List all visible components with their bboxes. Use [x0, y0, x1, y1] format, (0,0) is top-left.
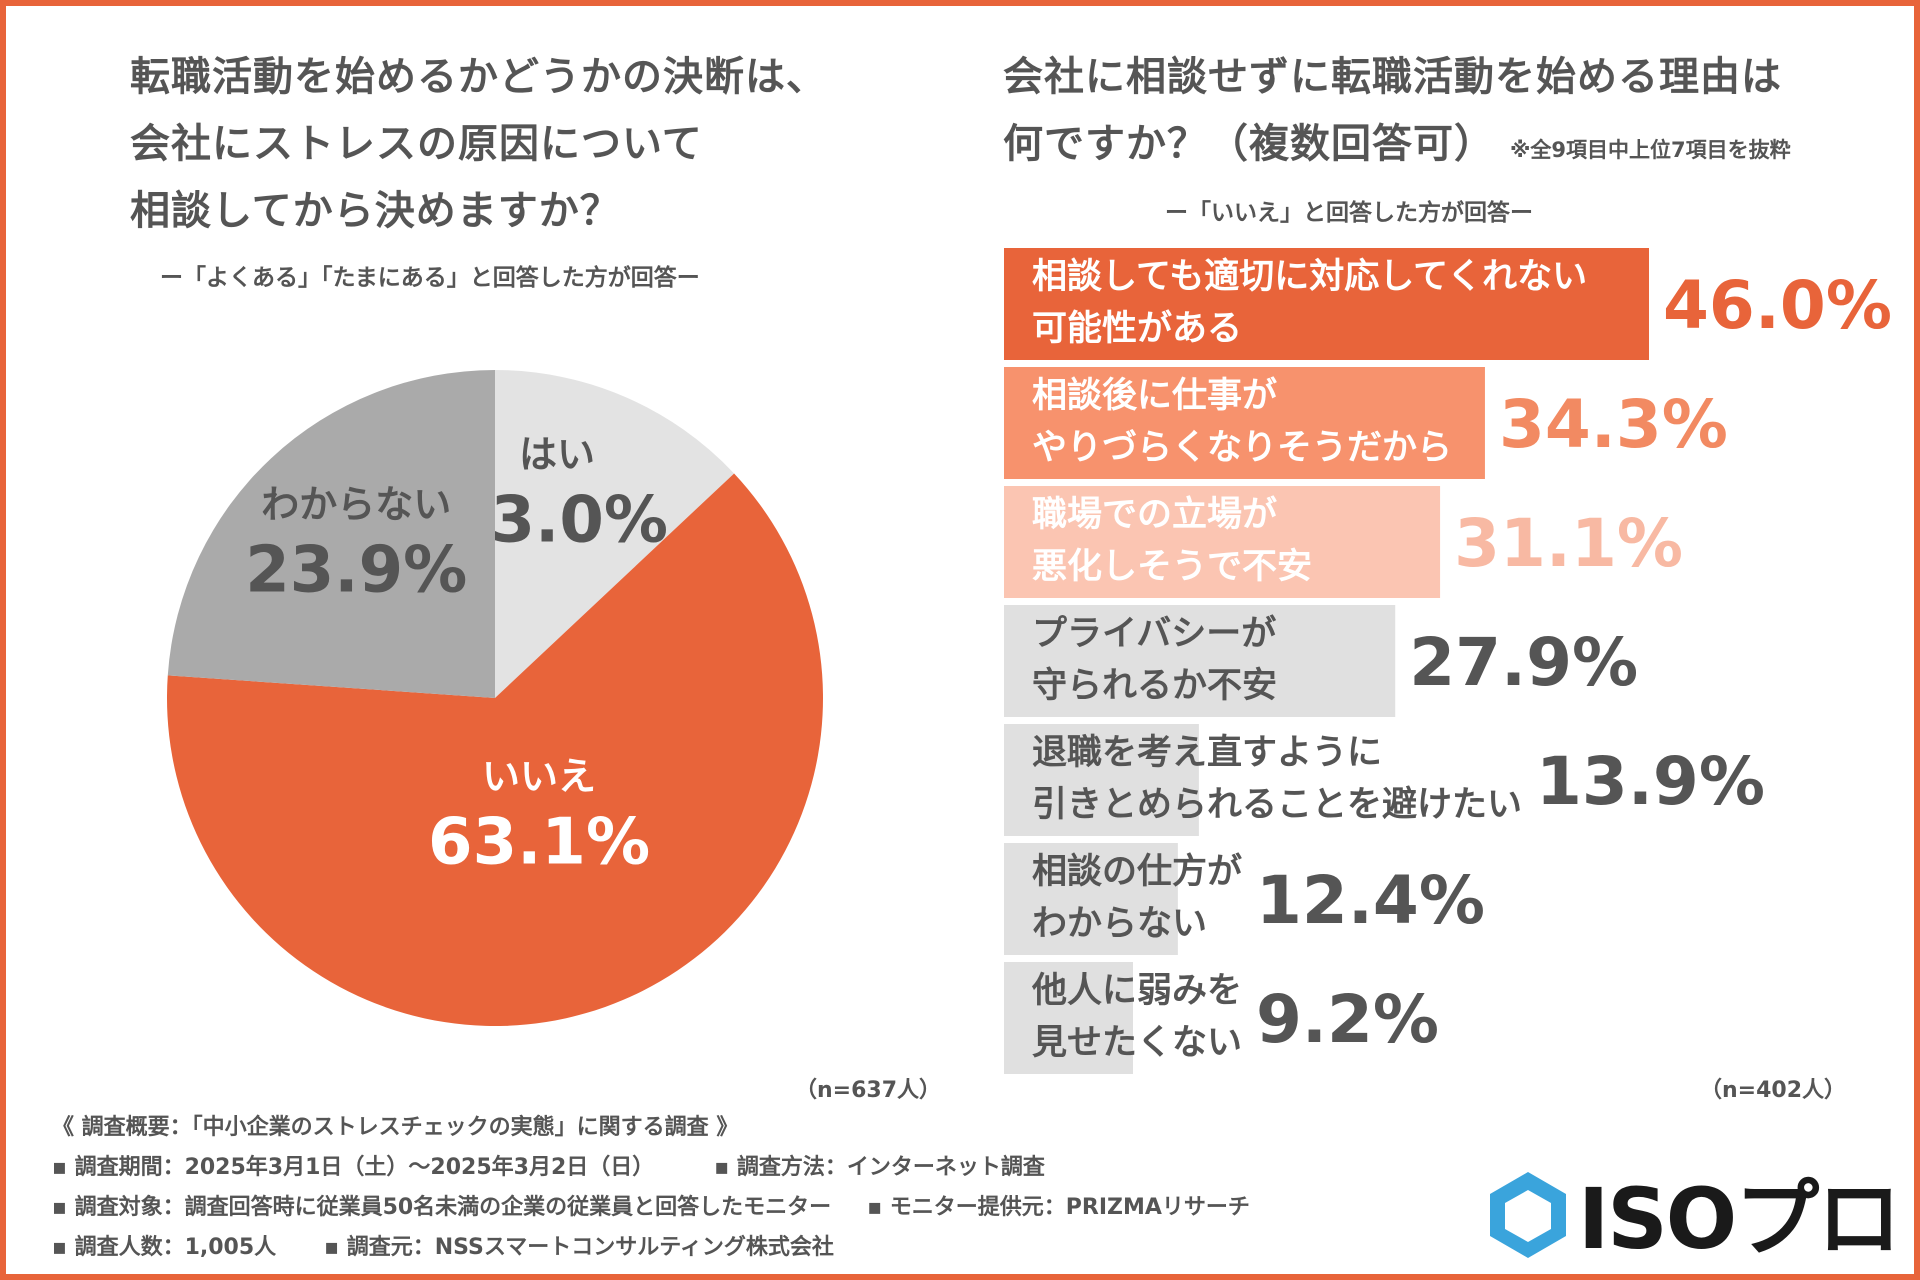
bar-6-label-line-1: 相談の仕方が: [1032, 852, 1242, 892]
bar-5: [1004, 724, 1199, 836]
bar-1: [1004, 248, 1649, 360]
left-title-line-1: 転職活動を始めるかどうかの決断は、: [130, 54, 827, 100]
bar-7-label-line-1: 他人に弱みを: [1031, 971, 1242, 1011]
bar-2-value: 34.3%: [1499, 386, 1728, 463]
bar-7-label-line-2: 見せたくない: [1032, 1023, 1242, 1063]
survey-method: ▪ 調査方法：インターネット調査: [714, 1155, 1045, 1180]
bar-1-label-line-1: 相談しても適切に対応してくれない: [1032, 257, 1587, 297]
bar-3-label-line-1: 職場での立場が: [1032, 495, 1277, 535]
pie-slice-2-value: 63.1%: [428, 806, 650, 880]
left-n-label: （n=637人）: [795, 1078, 942, 1103]
bar-2: [1004, 367, 1485, 479]
bar-4-label-line-2: 守られるか不安: [1032, 666, 1277, 706]
survey-period: ▪ 調査期間：2025年3月1日（土）～2025年3月2日（日）: [52, 1155, 655, 1180]
bar-7: [1004, 962, 1133, 1074]
survey-provider: ▪ モニター提供元：PRIZMAリサーチ: [867, 1195, 1250, 1220]
bar-5-label-line-2: 引きとめられることを避けたい: [1032, 785, 1522, 825]
survey-row-2: ▪ 調査対象：調査回答時に従業員50名未満の企業の従業員と回答したモニター ▪ モ…: [52, 1188, 1250, 1228]
bar-6-value: 12.4%: [1256, 862, 1485, 939]
bar-2-label-line-1: 相談後に仕事が: [1032, 376, 1277, 416]
bar-2-label-line-2: やりづらくなりそうだから: [1032, 428, 1452, 468]
right-n-label: （n=402人）: [1700, 1078, 1847, 1103]
bar-7-value: 9.2%: [1256, 981, 1439, 1058]
bar-3: [1004, 486, 1441, 598]
right-title-note: ※全9項目中上位7項目を抜粋: [1509, 138, 1791, 162]
left-subnote: ー「よくある」「たまにある」と回答した方が回答ー: [160, 265, 700, 291]
right-title-line-2-text: 何ですか？（複数回答可）: [1003, 121, 1495, 167]
pie-slice-3: [167, 370, 496, 698]
bar-1-label-line-2: 可能性がある: [1032, 309, 1242, 349]
bar-4-label-line-1: プライバシーが: [1032, 614, 1276, 654]
hexagon-icon: [1490, 1172, 1566, 1258]
survey-source: ▪ 調査元：NSSスマートコンサルティング株式会社: [324, 1235, 834, 1260]
bar-3-label-line-2: 悪化しそうで不安: [1032, 547, 1312, 587]
right-title-line-2: 何ですか？（複数回答可） ※全9項目中上位7項目を抜粋: [1003, 111, 1791, 184]
pie-slice-2: [166, 473, 823, 1026]
survey-target: ▪ 調査対象：調査回答時に従業員50名未満の企業の従業員と回答したモニター: [52, 1195, 832, 1220]
bar-4: [1004, 605, 1396, 717]
pie-slice-3-label: わからない: [261, 482, 451, 526]
bar-6: [1004, 843, 1178, 955]
right-title-line-1: 会社に相談せずに転職活動を始める理由は: [1003, 54, 1782, 100]
pie-slice-2-label: いいえ: [482, 755, 596, 799]
bar-3-value: 31.1%: [1454, 505, 1683, 582]
bar-5-value: 13.9%: [1536, 743, 1765, 820]
left-question-title: 転職活動を始めるかどうかの決断は、 会社にストレスの原因について 相談してから決…: [130, 44, 827, 245]
bar-6-label-line-2: わからない: [1032, 904, 1207, 944]
survey-row-1: ▪ 調査期間：2025年3月1日（土）～2025年3月2日（日） ▪ 調査方法：イ…: [52, 1148, 1250, 1188]
survey-overview: 《 調査概要：「中小企業のストレスチェックの実態」に関する調査 》 ▪ 調査期間…: [52, 1108, 1250, 1268]
bar-5-label-line-1: 退職を考え直すように: [1032, 733, 1382, 773]
right-question-title: 会社に相談せずに転職活動を始める理由は 何ですか？（複数回答可） ※全9項目中上…: [1003, 44, 1791, 184]
pie-slice-1: [495, 370, 735, 698]
survey-heading: 《 調査概要：「中小企業のストレスチェックの実態」に関する調査 》: [52, 1115, 739, 1140]
pie-slice-1-label: はい: [519, 432, 595, 476]
pie-slice-3-value: 23.9%: [245, 533, 467, 607]
survey-count: ▪ 調査人数：1,005人: [52, 1235, 277, 1260]
bar-4-value: 27.9%: [1409, 624, 1638, 701]
right-subnote: ー「いいえ」と回答した方が回答ー: [1165, 200, 1533, 226]
left-title-line-3: 相談してから決めますか？: [130, 188, 621, 234]
left-title-line-2: 会社にストレスの原因について: [130, 121, 703, 167]
logo-text: ISOプロ: [1578, 1170, 1894, 1260]
isopro-logo: ISOプロ: [1482, 1168, 1901, 1268]
bar-1-value: 46.0%: [1663, 267, 1892, 344]
survey-row-3: ▪ 調査人数：1,005人 ▪ 調査元：NSSスマートコンサルティング株式会社: [52, 1228, 1250, 1268]
